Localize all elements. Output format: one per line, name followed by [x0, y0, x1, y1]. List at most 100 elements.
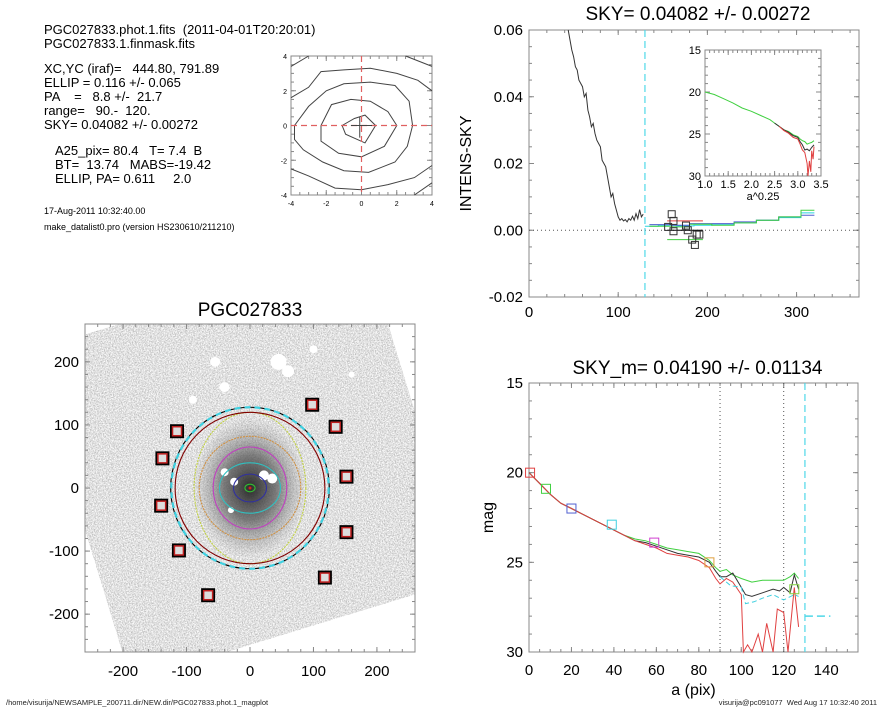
sky-sample-marker: [681, 221, 690, 230]
sky-box-outer: [328, 419, 343, 434]
mag-profile-plot: SKY_m= 0.04190 +/- 0.01134 0 20 40 60 80 100 12…: [480, 358, 859, 699]
x-tick-label: 140: [814, 662, 839, 679]
series-profile: [567, 29, 644, 223]
y-tick-label: -200: [49, 606, 79, 623]
center-coords: XC,YC (iraf)= 444.80, 791.89: [44, 61, 220, 76]
isophote-ellipse-darkred: [174, 411, 326, 565]
series-green: [528, 472, 799, 583]
isophote-marker: [704, 557, 715, 568]
y-tick-label: 100: [54, 417, 79, 434]
program-version: make_datalist0.pro (version HS230610/211…: [44, 222, 235, 232]
contour-line: [405, 55, 433, 67]
masked-star: [348, 371, 355, 378]
sky-sample-marker: [664, 222, 673, 231]
x-tick-label: -2: [323, 201, 329, 208]
sky-box-inner: [306, 399, 318, 410]
masked-star: [282, 365, 295, 378]
sky-sample-marker: [669, 216, 678, 225]
isophote-marker: [789, 584, 800, 595]
isophote-ellipse-cyan: [218, 462, 282, 514]
series-black: [528, 472, 800, 597]
x-tick-label: 80: [690, 662, 707, 679]
masked-star: [267, 473, 278, 484]
x-tick-label: 0: [246, 663, 254, 680]
inset-x-tick-label: 1.5: [721, 179, 736, 191]
x-tick-label: -200: [108, 663, 138, 680]
y-tick-label: -2: [281, 158, 287, 165]
sky-box-outer: [155, 451, 170, 466]
inset-series-red: [778, 126, 815, 177]
inset-series-black: [774, 122, 815, 152]
x-tick-label: 40: [606, 662, 623, 679]
isophote-marker: [525, 467, 536, 478]
sky-box-inner: [341, 526, 352, 538]
inset-y-tick-label: 30: [689, 171, 701, 183]
sky-box-inner: [173, 545, 185, 556]
inset-y-tick-label: 15: [689, 45, 701, 57]
sky-sample-marker: [669, 227, 678, 236]
galaxy-center-dot: [248, 486, 252, 490]
sky-box-inner: [341, 471, 352, 482]
y-tick-label: 25: [506, 554, 523, 571]
sky-box-inner: [155, 500, 167, 511]
isophote-marker: [649, 537, 660, 548]
y-tick-label: -100: [49, 543, 79, 560]
x-tick-label: 200: [364, 663, 389, 680]
x-tick-label: 200: [695, 304, 720, 321]
x-tick-label: 60: [648, 662, 665, 679]
sky-box-outer: [154, 498, 169, 513]
y-tick-label: 2: [283, 89, 287, 96]
inset-x-axis-label: a^0.25: [747, 191, 780, 203]
sky-sample-marker: [688, 235, 697, 244]
masked-star: [210, 356, 221, 367]
x-tick-label: 20: [563, 662, 580, 679]
contour-line: [320, 98, 398, 158]
masked-star: [270, 353, 287, 370]
x-tick-label: 300: [784, 304, 809, 321]
y-tick-label: 200: [54, 354, 79, 371]
mag-frame: [528, 382, 859, 653]
ellipticity: ELLIP = 0.116 +/- 0.065: [44, 75, 181, 90]
contour-line: [341, 114, 377, 144]
mask-file-line: PGC027833.1.finmask.fits: [44, 36, 196, 51]
inset-x-tick-label: 1.0: [697, 179, 712, 191]
y-tick-label: 30: [506, 644, 523, 661]
inset-x-tick-label: 2.5: [767, 179, 782, 191]
x-tick-label: 0: [525, 304, 533, 321]
masked-star: [219, 382, 230, 393]
footer-path: /home/visurija/NEWSAMPLE_200711.dir/NEW.…: [6, 698, 269, 707]
y-axis-label: INTENS-SKY: [458, 115, 475, 211]
sky-profile-plot: SKY= 0.04082 +/- 0.00272 0 100 200 300 -0.02 0…: [458, 4, 860, 321]
isophote-marker: [566, 503, 577, 514]
contour-line: [294, 81, 414, 173]
isophote-ellipse-magenta: [212, 446, 288, 530]
masked-star: [188, 395, 197, 404]
y-tick-label: 15: [506, 375, 523, 392]
inset-y-tick-label: 25: [689, 129, 701, 141]
bt-line: BT= 13.74 MABS=-19.42: [55, 157, 212, 172]
isophote-ellipse-blue: [232, 473, 268, 503]
inset-x-tick-label: 3.0: [790, 179, 805, 191]
sky-sample-marker: [690, 240, 699, 249]
sky-box-outer: [171, 543, 186, 558]
sky-box-inner: [202, 589, 214, 601]
sky-sample-marker: [683, 226, 692, 235]
galaxy-plot-title: PGC027833: [198, 300, 303, 321]
isophote-marker: [606, 519, 617, 530]
sky-box-outer: [339, 469, 354, 484]
sky-box-outer: [305, 397, 320, 412]
sky-box-outer: [201, 588, 216, 603]
sky-box-outer: [317, 570, 332, 585]
x-tick-label: -100: [172, 663, 202, 680]
masked-star: [220, 468, 229, 477]
sky-box-outer: [170, 424, 185, 439]
sky-sample-marker: [692, 230, 701, 239]
x-tick-label: 4: [430, 201, 434, 208]
inset-x-tick-label: 3.5: [813, 179, 828, 191]
date-stamp: 17-Aug-2011 10:32:40.00: [44, 206, 146, 216]
y-tick-label: 0.04: [494, 89, 523, 106]
series-cyan-dashed: [719, 576, 799, 605]
series-red: [528, 472, 800, 654]
y-tick-label: 0.00: [494, 222, 523, 239]
